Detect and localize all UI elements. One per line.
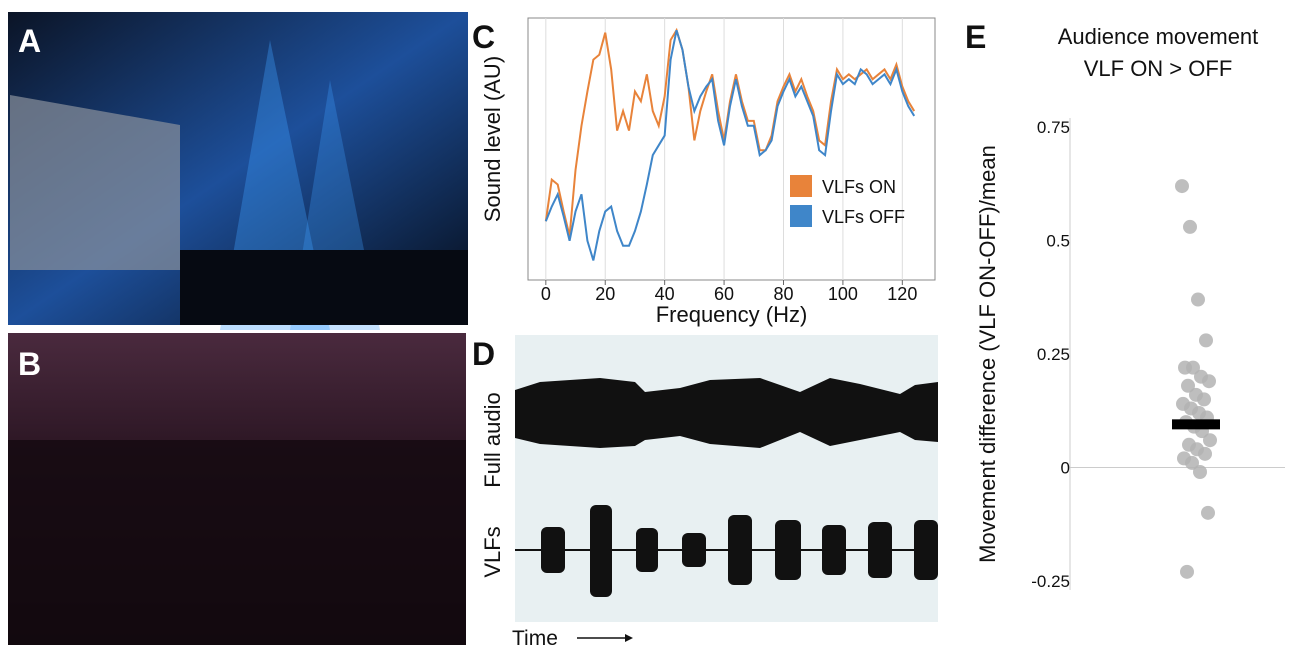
vlf-burst [541, 527, 565, 573]
panel-letter: D [472, 336, 495, 372]
data-point [1180, 564, 1194, 579]
line-series [544, 29, 916, 261]
y-tick-label: -0.25 [1031, 572, 1070, 591]
data-point [1185, 455, 1199, 470]
full-audio-waveform [515, 378, 938, 448]
x-tick-label: 40 [655, 284, 675, 304]
chart-title: Audience movement [1058, 24, 1259, 49]
line-series [544, 27, 916, 237]
data-point [1202, 374, 1216, 389]
x-tick-label: 20 [595, 284, 615, 304]
vlf-bursts [541, 505, 938, 597]
legend-swatch [790, 175, 812, 197]
y-tick-label: 0 [1061, 458, 1070, 477]
data-point [1183, 219, 1197, 234]
data-point [1181, 378, 1195, 393]
screen [10, 95, 180, 270]
legend-label: VLFs ON [822, 177, 896, 197]
stage-floor [180, 250, 468, 325]
plot-frame [527, 17, 936, 281]
data-point [1201, 505, 1215, 520]
y-tick-label: 0.25 [1037, 345, 1070, 364]
x-tick-label: 120 [887, 284, 917, 304]
vlf-label: VLFs [480, 526, 505, 577]
x-tick-label: 0 [541, 284, 551, 304]
data-point [1197, 392, 1211, 407]
y-tick-label: 0.5 [1046, 232, 1070, 251]
x-axis-label: Frequency (Hz) [656, 302, 808, 327]
panel-letter: B [18, 346, 41, 382]
panel-letter: E [965, 19, 986, 55]
data-point [1186, 360, 1200, 375]
full-audio-label: Full audio [480, 392, 505, 487]
vlf-burst [775, 520, 801, 580]
data-point [1193, 465, 1207, 479]
vlf-burst [682, 533, 706, 567]
vlf-burst [914, 520, 938, 580]
x-tick-label: 100 [828, 284, 858, 304]
legend-label: VLFs OFF [822, 207, 905, 227]
mean-bar [1172, 419, 1220, 430]
time-label: Time [512, 627, 558, 650]
data-point [1175, 179, 1189, 194]
data-point [1198, 446, 1212, 461]
vlf-burst [822, 525, 846, 575]
x-tick-label: 80 [773, 284, 793, 304]
panel-letter: A [18, 23, 41, 59]
data-point [1203, 433, 1217, 448]
vlf-burst [636, 528, 658, 572]
x-tick-label: 60 [714, 284, 734, 304]
y-tick-label: 0.75 [1037, 118, 1070, 137]
time-arrow-head [625, 634, 633, 642]
chart-title: VLF ON > OFF [1084, 56, 1233, 81]
panel-letter: C [472, 19, 495, 55]
data-point [1199, 333, 1213, 348]
vlf-burst [728, 515, 752, 585]
legend-swatch [790, 205, 812, 227]
vlf-burst [590, 505, 612, 597]
audience [8, 440, 466, 645]
data-point [1191, 292, 1205, 307]
y-axis-label: Movement difference (VLF ON-OFF)/mean [975, 145, 1000, 563]
y-axis-label: Sound level (AU) [480, 56, 505, 222]
waveform-background [515, 335, 938, 622]
vlf-burst [868, 522, 892, 578]
